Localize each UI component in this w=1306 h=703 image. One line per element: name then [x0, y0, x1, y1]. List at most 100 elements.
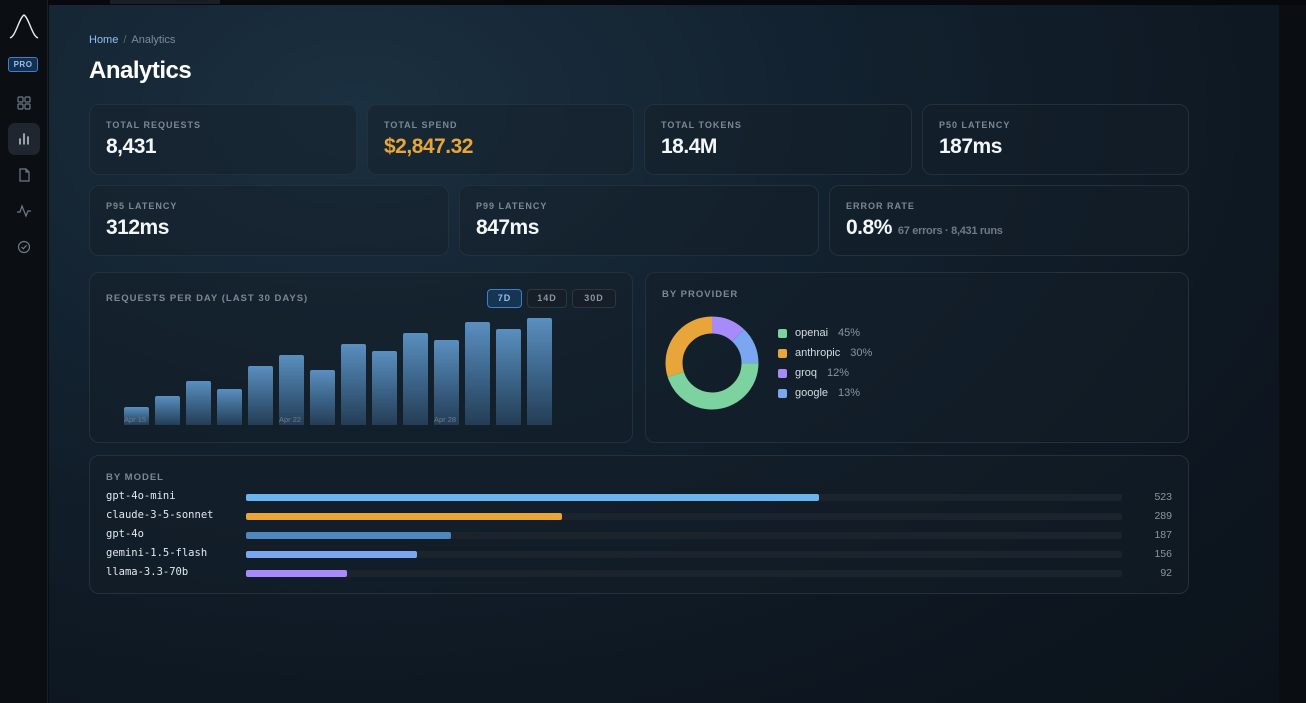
stat-label: TOTAL SPEND: [384, 120, 458, 130]
model-row-llama-3-3-70b: llama-3.3-70b 92: [106, 566, 1172, 580]
model-bar-track: [246, 532, 1122, 539]
model-bar-track: [246, 570, 1122, 577]
stat-value: 312ms: [106, 216, 169, 239]
chart-bar: [186, 381, 211, 425]
nav-evals[interactable]: [8, 231, 40, 263]
model-count: 289: [1154, 510, 1172, 522]
chart-tick-label: Apr 22: [279, 415, 302, 424]
legend-item-google: google 13%: [778, 386, 860, 400]
legend-item-groq: groq 12%: [778, 366, 849, 380]
analytics-icon: [19, 133, 29, 145]
sidebar: PRO: [0, 0, 48, 703]
stat-card-total-spend: TOTAL SPEND $2,847.32: [367, 104, 634, 175]
model-bar-fill: [246, 494, 819, 501]
model-bar-fill: [246, 513, 563, 520]
provider-card: BY PROVIDER openai 45% anthropic 30% groq 1…: [645, 272, 1189, 443]
model-count: 187: [1154, 529, 1172, 541]
legend-pct: 13%: [838, 387, 861, 399]
stat-card-error-rate: ERROR RATE 0.8% 67 errors · 8,431 runs: [829, 185, 1189, 256]
provider-donut-chart: [665, 316, 759, 410]
stat-label: P95 LATENCY: [106, 201, 178, 211]
model-bar-track: [246, 513, 1122, 520]
tab-stub: [110, 0, 220, 4]
breadcrumb-separator: /: [123, 34, 127, 46]
model-row-gemini-1-5-flash: gemini-1.5-flash 156: [106, 547, 1172, 561]
model-count: 156: [1154, 548, 1172, 560]
legend-swatch: [778, 348, 787, 358]
model-bar-fill: [246, 570, 347, 577]
breadcrumb-current: Analytics: [131, 34, 176, 46]
legend-item-openai: openai 45%: [778, 326, 860, 340]
stat-label: ERROR RATE: [846, 201, 915, 211]
stat-card-p95-latency: P95 LATENCY 312ms: [89, 185, 449, 256]
stat-card-total-requests: TOTAL REQUESTS 8,431: [89, 104, 357, 175]
nav-analytics[interactable]: [8, 123, 40, 155]
chart-bar: [372, 351, 397, 425]
chart-bar: [217, 389, 242, 425]
legend-swatch: [778, 368, 787, 378]
chart-bar: [248, 366, 273, 425]
page-title: Analytics: [89, 57, 192, 84]
chart-bar: [496, 329, 521, 425]
legend-pct: 45%: [838, 327, 861, 339]
chart-bar: [279, 355, 304, 425]
model-name: claude-3-5-sonnet: [106, 509, 214, 521]
document-icon: [19, 168, 30, 182]
range-7d-button[interactable]: 7D: [487, 289, 522, 308]
requests-chart-title: REQUESTS PER DAY (LAST 30 DAYS): [106, 293, 309, 304]
stat-card-p99-latency: P99 LATENCY 847ms: [459, 185, 819, 256]
donut-slice-anthropic: [665, 316, 759, 410]
stat-card-p50-latency: P50 LATENCY 187ms: [922, 104, 1189, 175]
model-bar-fill: [246, 551, 417, 558]
chart-bar: [403, 333, 428, 425]
model-name: gpt-4o: [106, 528, 144, 540]
breadcrumb: Home / Analytics: [89, 34, 175, 46]
error-rate-detail: 67 errors · 8,431 runs: [897, 225, 1003, 237]
stat-value: 847ms: [476, 216, 539, 239]
model-row-gpt-4o: gpt-4o 187: [106, 528, 1172, 542]
chart-bar: [465, 322, 490, 425]
legend-pct: 12%: [827, 367, 850, 379]
breadcrumb-home-link[interactable]: Home: [89, 34, 119, 46]
chart-tick-label: Apr 15: [124, 415, 147, 424]
activity-icon: [17, 204, 31, 218]
range-30d-button[interactable]: 30D: [572, 289, 616, 308]
stat-card-total-tokens: TOTAL TOKENS 18.4M: [644, 104, 912, 175]
dashboard-icon: [17, 96, 31, 110]
legend-name: anthropic: [795, 347, 841, 359]
donut-slice-openai: [665, 316, 759, 410]
stat-value: 0.8% 67 errors · 8,431 runs: [846, 216, 1003, 240]
legend-name: openai: [795, 327, 829, 339]
stat-value: 8,431: [106, 135, 157, 158]
stat-label: TOTAL REQUESTS: [106, 120, 202, 130]
model-name: gemini-1.5-flash: [106, 547, 208, 559]
chart-bar: [310, 370, 335, 425]
nav-dashboard[interactable]: [8, 87, 40, 119]
error-rate-value: 0.8%: [846, 216, 892, 239]
model-bar-fill: [246, 532, 451, 539]
stat-value: $2,847.32: [384, 135, 473, 158]
range-14d-button[interactable]: 14D: [527, 289, 567, 308]
model-row-gpt-4o-mini: gpt-4o-mini 523: [106, 490, 1172, 504]
model-count: 523: [1154, 491, 1172, 503]
right-gutter: [1279, 5, 1306, 703]
legend-name: google: [795, 387, 829, 399]
nav-activity[interactable]: [8, 195, 40, 227]
model-row-claude-3-5-sonnet: claude-3-5-sonnet 289: [106, 509, 1172, 523]
stat-value: 187ms: [939, 135, 1002, 158]
nav-documents[interactable]: [8, 159, 40, 191]
model-title: BY MODEL: [106, 472, 164, 483]
donut-slice-google: [665, 316, 759, 410]
top-strip: [48, 0, 1306, 5]
model-bar-track: [246, 494, 1122, 501]
logo-icon[interactable]: [8, 12, 40, 42]
legend-swatch: [778, 328, 787, 338]
model-name: llama-3.3-70b: [106, 566, 189, 578]
chart-tick-label: Apr 28: [434, 415, 457, 424]
legend-swatch: [778, 388, 787, 398]
chart-bar: [155, 396, 180, 425]
legend-item-anthropic: anthropic 30%: [778, 346, 872, 360]
pro-badge: PRO: [8, 57, 38, 72]
chart-bar: [341, 344, 366, 425]
model-card: BY MODEL gpt-4o-mini 523 claude-3-5-sonn…: [89, 455, 1189, 594]
